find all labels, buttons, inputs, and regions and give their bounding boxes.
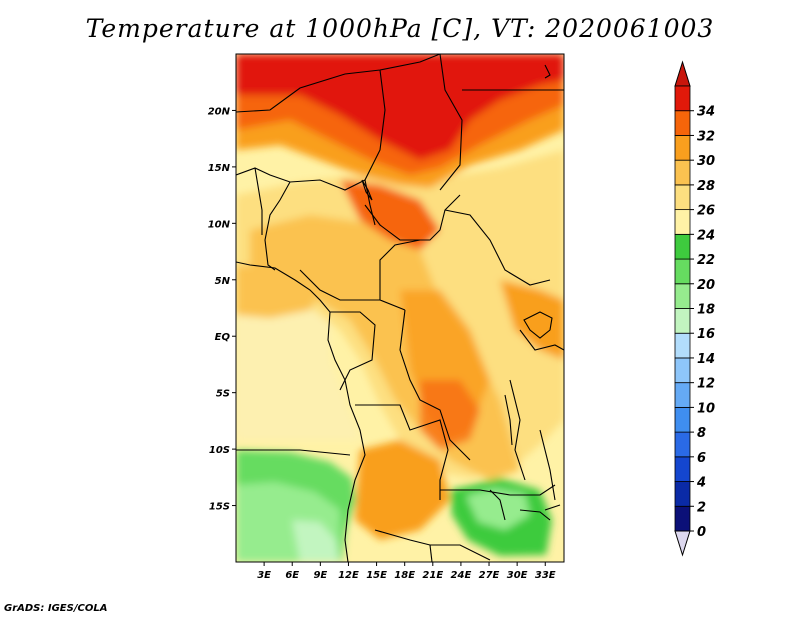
colorbar-label: 28: [697, 179, 715, 194]
lat-tick-label: 15S: [209, 502, 230, 513]
colorbar-under-arrow: [674, 530, 691, 557]
latitude-axis: 20N 15N 10N 5N EQ 5S 10S 15S: [208, 106, 236, 513]
lon-tick-label: 9E: [313, 570, 327, 581]
colorbar-swatch: [674, 184, 691, 211]
colorbar-label: 4: [696, 476, 706, 491]
colorbar-label: 2: [697, 500, 706, 515]
lon-tick-label: 21E: [422, 570, 443, 581]
colorbar-swatch: [674, 258, 691, 285]
colorbar-swatch: [674, 135, 691, 161]
colorbar-swatch: [674, 85, 691, 112]
colorbar-swatch: [674, 332, 691, 359]
colorbar-label: 8: [697, 426, 706, 441]
lon-tick-label: 30E: [507, 570, 528, 581]
lon-tick-label: 12E: [338, 570, 359, 581]
colorbar-label: 24: [697, 228, 715, 243]
country-borders: [236, 54, 564, 562]
lat-tick-label: 10S: [209, 445, 230, 456]
lon-tick-label: 33E: [535, 570, 556, 581]
lon-tick-label: 18E: [394, 570, 415, 581]
page-title: Temperature at 1000hPa [C], VT: 20200610…: [85, 14, 715, 43]
colorbar-label: 10: [697, 401, 715, 416]
colorbar-swatch: [674, 209, 691, 235]
lat-tick-label: 15N: [208, 163, 231, 174]
colorbar-swatch: [674, 357, 691, 384]
coastlines: [236, 64, 553, 562]
colorbar-label: 20: [697, 278, 715, 293]
grads-credit: GrADS: IGES/COLA: [4, 603, 108, 614]
colorbar-label: 34: [697, 105, 715, 120]
colorbar-swatch: [674, 233, 691, 260]
longitude-axis: 3E 6E 9E 12E 15E 18E 21E 24E 27E 30E 33E: [257, 562, 556, 581]
lat-tick-label: 20N: [208, 106, 231, 117]
colorbar-label: 16: [697, 327, 715, 342]
colorbar-label: 12: [697, 377, 715, 392]
colorbar-swatch: [674, 382, 691, 408]
lat-tick-label: 5S: [216, 389, 230, 400]
lon-tick-label: 15E: [366, 570, 387, 581]
colorbar-label: 0: [697, 525, 706, 540]
lon-tick-label: 6E: [285, 570, 299, 581]
lon-tick-label: 3E: [257, 570, 271, 581]
colorbar-swatch: [674, 431, 691, 458]
colorbar-swatch: [674, 308, 691, 334]
colorbar-over-arrow: [674, 60, 691, 87]
lon-tick-label: 27E: [479, 570, 500, 581]
lat-tick-label: EQ: [215, 332, 231, 343]
lon-tick-label: 24E: [451, 570, 472, 581]
colorbar-label: 26: [697, 204, 715, 219]
colorbar-swatch: [674, 110, 691, 136]
colorbar-label: 32: [697, 129, 715, 144]
lat-tick-label: 5N: [215, 276, 231, 287]
colorbar-swatch: [674, 505, 691, 532]
lat-tick-label: 10N: [208, 219, 231, 230]
map-frame: [235, 53, 565, 563]
colorbar-label: 30: [697, 154, 715, 169]
colorbar-label: 18: [697, 303, 715, 318]
colorbar-swatch: [674, 406, 691, 433]
colorbar-swatch: [674, 456, 691, 482]
colorbar-label: 22: [697, 253, 715, 268]
colorbar-swatch: [674, 481, 691, 507]
colorbar-swatch: [674, 283, 691, 309]
colorbar-label: 6: [697, 451, 706, 466]
colorbar-swatch: [674, 159, 691, 186]
colorbar-label: 14: [697, 352, 715, 367]
